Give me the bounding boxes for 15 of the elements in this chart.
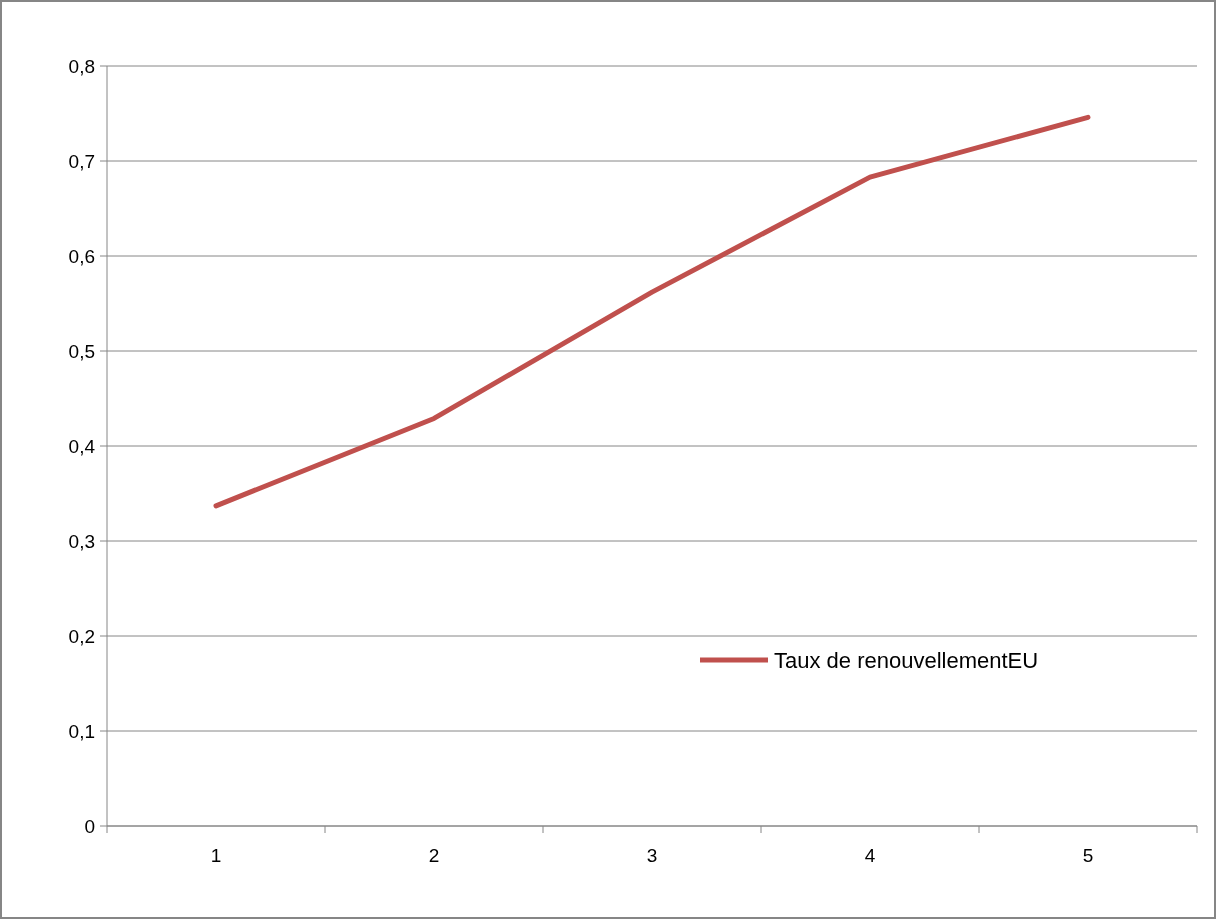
y-tick-label: 0,7 [68, 150, 95, 172]
x-tick-label: 5 [1082, 845, 1094, 866]
y-tick-label: 0,1 [68, 720, 95, 742]
x-tick-label: 2 [428, 845, 440, 866]
legend-label: Taux de renouvellementEU [774, 647, 1039, 673]
x-tick-label: 4 [864, 845, 876, 866]
y-tick-label: 0,6 [68, 245, 95, 267]
y-tick-label: 0,8 [68, 55, 95, 77]
y-tick-label: 0,5 [68, 340, 95, 362]
y-tick-label: 0,4 [68, 435, 96, 457]
y-tick-label: 0 [84, 815, 95, 837]
x-tick-label: 3 [646, 845, 658, 866]
x-tick-label: 1 [210, 845, 222, 866]
y-tick-label: 0,3 [68, 530, 95, 552]
y-tick-label: 0,2 [68, 625, 95, 647]
